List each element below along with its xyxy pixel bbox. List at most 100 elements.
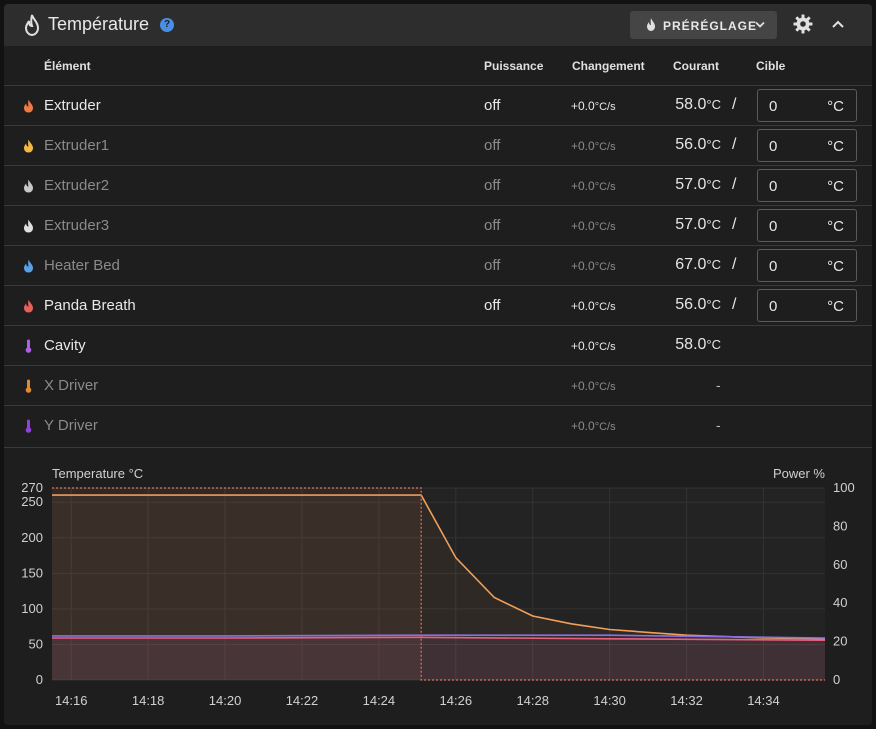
y-tick-right: 40 [833,595,847,610]
heater-name: Extruder [44,97,101,114]
chevron-up-icon[interactable] [831,17,845,31]
separator-slash: / [732,216,736,234]
y-tick-right: 100 [833,480,855,495]
heater-name: Y Driver [44,417,98,434]
flame-icon [23,139,34,153]
target-input[interactable]: 0 °C [757,129,857,162]
target-value: 0 [769,218,777,235]
heater-power: off [484,137,500,154]
table-row[interactable]: X Driver +0.0°C/s - [4,365,872,405]
current-temp: 67.0°C [675,256,721,274]
current-temp: 56.0°C [675,136,721,154]
heater-change: +0.0°C/s [571,419,616,433]
header-power: Puissance [484,59,543,73]
change-unit: °C/s [595,341,616,353]
table-row[interactable]: Extruder off +0.0°C/s 58.0°C/0 °C [4,85,872,125]
change-value: +0.0 [571,139,595,153]
heater-change: +0.0°C/s [571,219,616,233]
heater-power: off [484,97,500,114]
target-value: 0 [769,98,777,115]
chevron-down-icon [755,21,765,29]
current-unit: °C [706,297,721,312]
heater-name: Cavity [44,337,86,354]
table-row[interactable]: Extruder3 off +0.0°C/s 57.0°C/0 °C [4,205,872,245]
fire-icon [22,14,42,36]
x-tick: 14:34 [747,693,780,708]
current-unit: °C [706,177,721,192]
x-tick: 14:26 [440,693,473,708]
current-temp: 57.0°C [675,216,721,234]
table-row[interactable]: Extruder1 off +0.0°C/s 56.0°C / 0 °C [4,125,872,165]
flame-icon [646,18,656,31]
y-tick-right: 20 [833,634,847,649]
current-unit: °C [706,97,721,112]
change-unit: °C/s [595,221,616,233]
y-axis-label-left: Temperature °C [52,466,143,481]
y-tick-left: 50 [29,636,43,651]
target-input[interactable]: 0 °C [757,289,857,322]
heater-power: off [484,217,500,234]
y-tick-left: 150 [21,565,43,580]
gear-icon[interactable] [793,14,813,34]
target-input[interactable]: 0 °C [757,249,857,282]
heater-name: Heater Bed [44,257,120,274]
flame-icon [23,219,34,233]
current-temp: 58.0°C [675,336,721,354]
help-icon[interactable]: ? [160,18,174,32]
target-unit: °C [827,218,844,235]
y-tick-right: 60 [833,557,847,572]
heater-power: off [484,257,500,274]
header-target: Cible [756,59,785,73]
x-tick: 14:24 [363,693,396,708]
change-value: +0.0 [571,379,595,393]
table-row[interactable]: Heater Bed off +0.0°C/s 67.0°C/0 °C [4,245,872,285]
y-tick-left: 0 [36,672,43,687]
y-tick-left: 270 [21,480,43,495]
target-input[interactable]: 0 °C [757,89,857,122]
current-value: 57.0 [675,216,706,233]
table-row[interactable]: Extruder2 off +0.0°C/s 57.0°C/0 °C [4,165,872,205]
change-unit: °C/s [595,141,616,153]
heater-change: +0.0°C/s [571,259,616,273]
table-row[interactable]: Panda Breath off +0.0°C/s 56.0°C/0 °C [4,285,872,325]
current-temp: - [716,417,721,433]
target-unit: °C [827,178,844,195]
change-value: +0.0 [571,299,595,313]
current-temp: 58.0°C [675,96,721,114]
heater-power: off [484,177,500,194]
current-unit: °C [706,257,721,272]
current-temp: - [716,377,721,393]
target-unit: °C [827,258,844,275]
change-unit: °C/s [595,301,616,313]
target-input[interactable]: 0 °C [757,169,857,202]
heater-change: +0.0°C/s [571,299,616,313]
current-value: 56.0 [675,296,706,313]
y-tick-right: 80 [833,518,847,533]
thermometer-icon [23,339,34,353]
target-value: 0 [769,298,777,315]
change-unit: °C/s [595,381,616,393]
series-area [52,637,825,680]
change-value: +0.0 [571,99,595,113]
heater-change: +0.0°C/s [571,179,616,193]
flame-icon [23,99,34,113]
target-input[interactable]: 0 °C [757,209,857,242]
target-unit: °C [827,98,844,115]
temperature-chart: 0 50 100 150 200 250 270 0 20 40 60 80 100 14:16 14:18… [4,447,872,725]
current-value: 57.0 [675,176,706,193]
table-row[interactable]: Cavity +0.0°C/s 58.0°C [4,325,872,365]
table-row[interactable]: Y Driver +0.0°C/s - [4,405,872,445]
preset-button[interactable]: PRÉRÉGLAGE [630,11,777,39]
change-unit: °C/s [595,181,616,193]
x-tick: 14:22 [286,693,319,708]
x-tick: 14:28 [516,693,549,708]
separator-slash: / [732,136,736,154]
separator-slash: / [732,96,736,114]
temperature-panel: Température ? PRÉRÉGLAGE [4,4,872,725]
change-value: +0.0 [571,259,595,273]
x-tick: 14:20 [209,693,242,708]
change-unit: °C/s [595,261,616,273]
heater-name: Extruder1 [44,137,109,154]
header-current: Courant [673,59,719,73]
thermometer-icon [23,419,34,433]
